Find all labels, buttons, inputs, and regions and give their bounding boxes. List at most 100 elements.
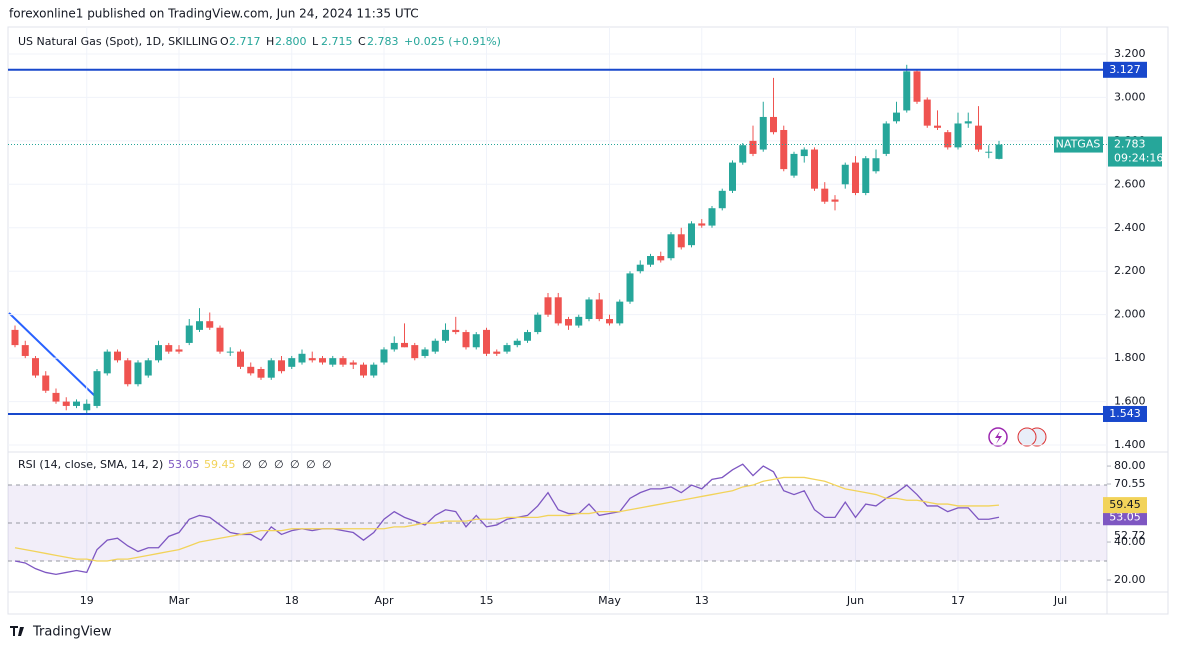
candle-body (708, 208, 716, 226)
candle-body (155, 345, 162, 361)
y-tick-label: 80.00 (1114, 459, 1146, 472)
y-tick-label: 70.55 (1114, 477, 1146, 490)
candle-body (698, 223, 706, 226)
candle-body (554, 297, 562, 324)
extra-axis-label: 52.72 (1114, 529, 1146, 542)
legend-label: H (266, 35, 274, 48)
candle-body (431, 340, 439, 352)
candle-body (134, 362, 142, 385)
lightning-icon (995, 431, 1002, 444)
candle-body (114, 351, 121, 361)
candle-body (585, 299, 593, 320)
candle-body (196, 321, 203, 330)
x-tick-label: 19 (80, 594, 94, 607)
candle-body (575, 316, 583, 326)
legend-extra: ∅ (242, 458, 252, 471)
candle-body (975, 125, 982, 150)
rsi-band (8, 485, 1107, 562)
y-tick-label: 2.600 (1114, 177, 1146, 190)
x-tick-label: Mar (169, 594, 190, 607)
legend-value: 59.45 (204, 458, 236, 471)
candle-body (483, 329, 490, 354)
candle-body (923, 99, 931, 126)
candle-body (42, 375, 50, 391)
x-tick-label: Jul (1053, 594, 1067, 607)
legend-value: 2.800 (275, 35, 307, 48)
candle-body (390, 342, 398, 350)
y-tick-label: 2.000 (1114, 308, 1146, 321)
y-tick-label: 1.800 (1114, 351, 1146, 364)
x-tick-label: Apr (374, 594, 394, 607)
brand: TradingView (32, 625, 112, 640)
candle-body (513, 340, 521, 346)
legend-value: 2.783 (367, 35, 399, 48)
publisher-line: forexonline1 published on TradingView.co… (9, 7, 419, 21)
candle-body (657, 256, 665, 261)
candle-body (298, 353, 306, 363)
candle-body (288, 358, 296, 367)
x-tick-label: Jun (846, 594, 864, 607)
candle-body (954, 123, 962, 148)
candle-body (21, 345, 29, 356)
candle-body (729, 162, 736, 191)
candle-body (893, 112, 900, 122)
candle-body (934, 125, 941, 128)
value-tag (1103, 497, 1147, 514)
legend-value: 2.715 (321, 35, 353, 48)
candle-body (329, 358, 337, 365)
legend-extra: ∅ (322, 458, 332, 471)
legend-extra: ∅ (306, 458, 316, 471)
legend-label: C (358, 35, 366, 48)
rsi-title: RSI (14, close, SMA, 14, 2) (18, 458, 163, 471)
x-tick-label: 15 (480, 594, 494, 607)
candle-body (339, 358, 347, 365)
y-tick-label: 1.600 (1114, 395, 1146, 408)
candle-body (862, 158, 870, 194)
price-tag (1103, 61, 1147, 78)
candle-body (780, 129, 788, 170)
candle-body (534, 314, 542, 333)
candle-body (308, 358, 316, 361)
candle-body (452, 329, 460, 333)
candle-body (206, 321, 214, 328)
price-tag-label: 3.127 (1109, 63, 1141, 76)
last-price-label: 2.783 (1114, 138, 1146, 151)
candle-body (595, 299, 603, 320)
candle-body (73, 401, 80, 406)
x-tick-label: 18 (285, 594, 299, 607)
candle-body (185, 325, 193, 343)
candle-body (472, 334, 480, 348)
candle-body (144, 360, 152, 376)
candle-body (267, 360, 275, 378)
countdown-label: 09:24:16 (1114, 152, 1163, 165)
candle-body (606, 319, 613, 324)
candle-body (411, 345, 419, 359)
candle-body (811, 149, 818, 189)
candle-body (421, 349, 429, 356)
candle-body (667, 234, 675, 259)
y-tick-label: 3.000 (1114, 90, 1146, 103)
flag-icon[interactable] (1017, 427, 1037, 447)
legend-value: 53.05 (168, 458, 200, 471)
candle-body (462, 332, 470, 348)
y-tick-label: 3.200 (1114, 47, 1146, 60)
candle-body (913, 71, 921, 102)
candle-body (370, 364, 378, 376)
price-tag-label: 1.543 (1109, 407, 1141, 420)
legend-label: O (220, 35, 229, 48)
candle-body (616, 301, 624, 324)
trend-line (8, 312, 98, 399)
series-line (14, 476, 1000, 562)
candle-body (790, 153, 798, 176)
candle-body (32, 358, 39, 376)
candle-body (493, 351, 501, 354)
candle-body (821, 188, 829, 202)
series-line (14, 463, 1000, 575)
candle-body (83, 403, 91, 411)
candle-body (216, 327, 224, 352)
candle-body (524, 332, 531, 341)
event-icon[interactable] (988, 427, 1008, 447)
legend-label: L (312, 35, 319, 48)
x-tick-label: 17 (951, 594, 965, 607)
